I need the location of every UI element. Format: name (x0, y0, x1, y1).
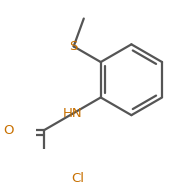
Text: Cl: Cl (71, 172, 84, 185)
Text: S: S (70, 40, 78, 53)
Text: O: O (3, 124, 14, 137)
Text: HN: HN (62, 107, 82, 120)
